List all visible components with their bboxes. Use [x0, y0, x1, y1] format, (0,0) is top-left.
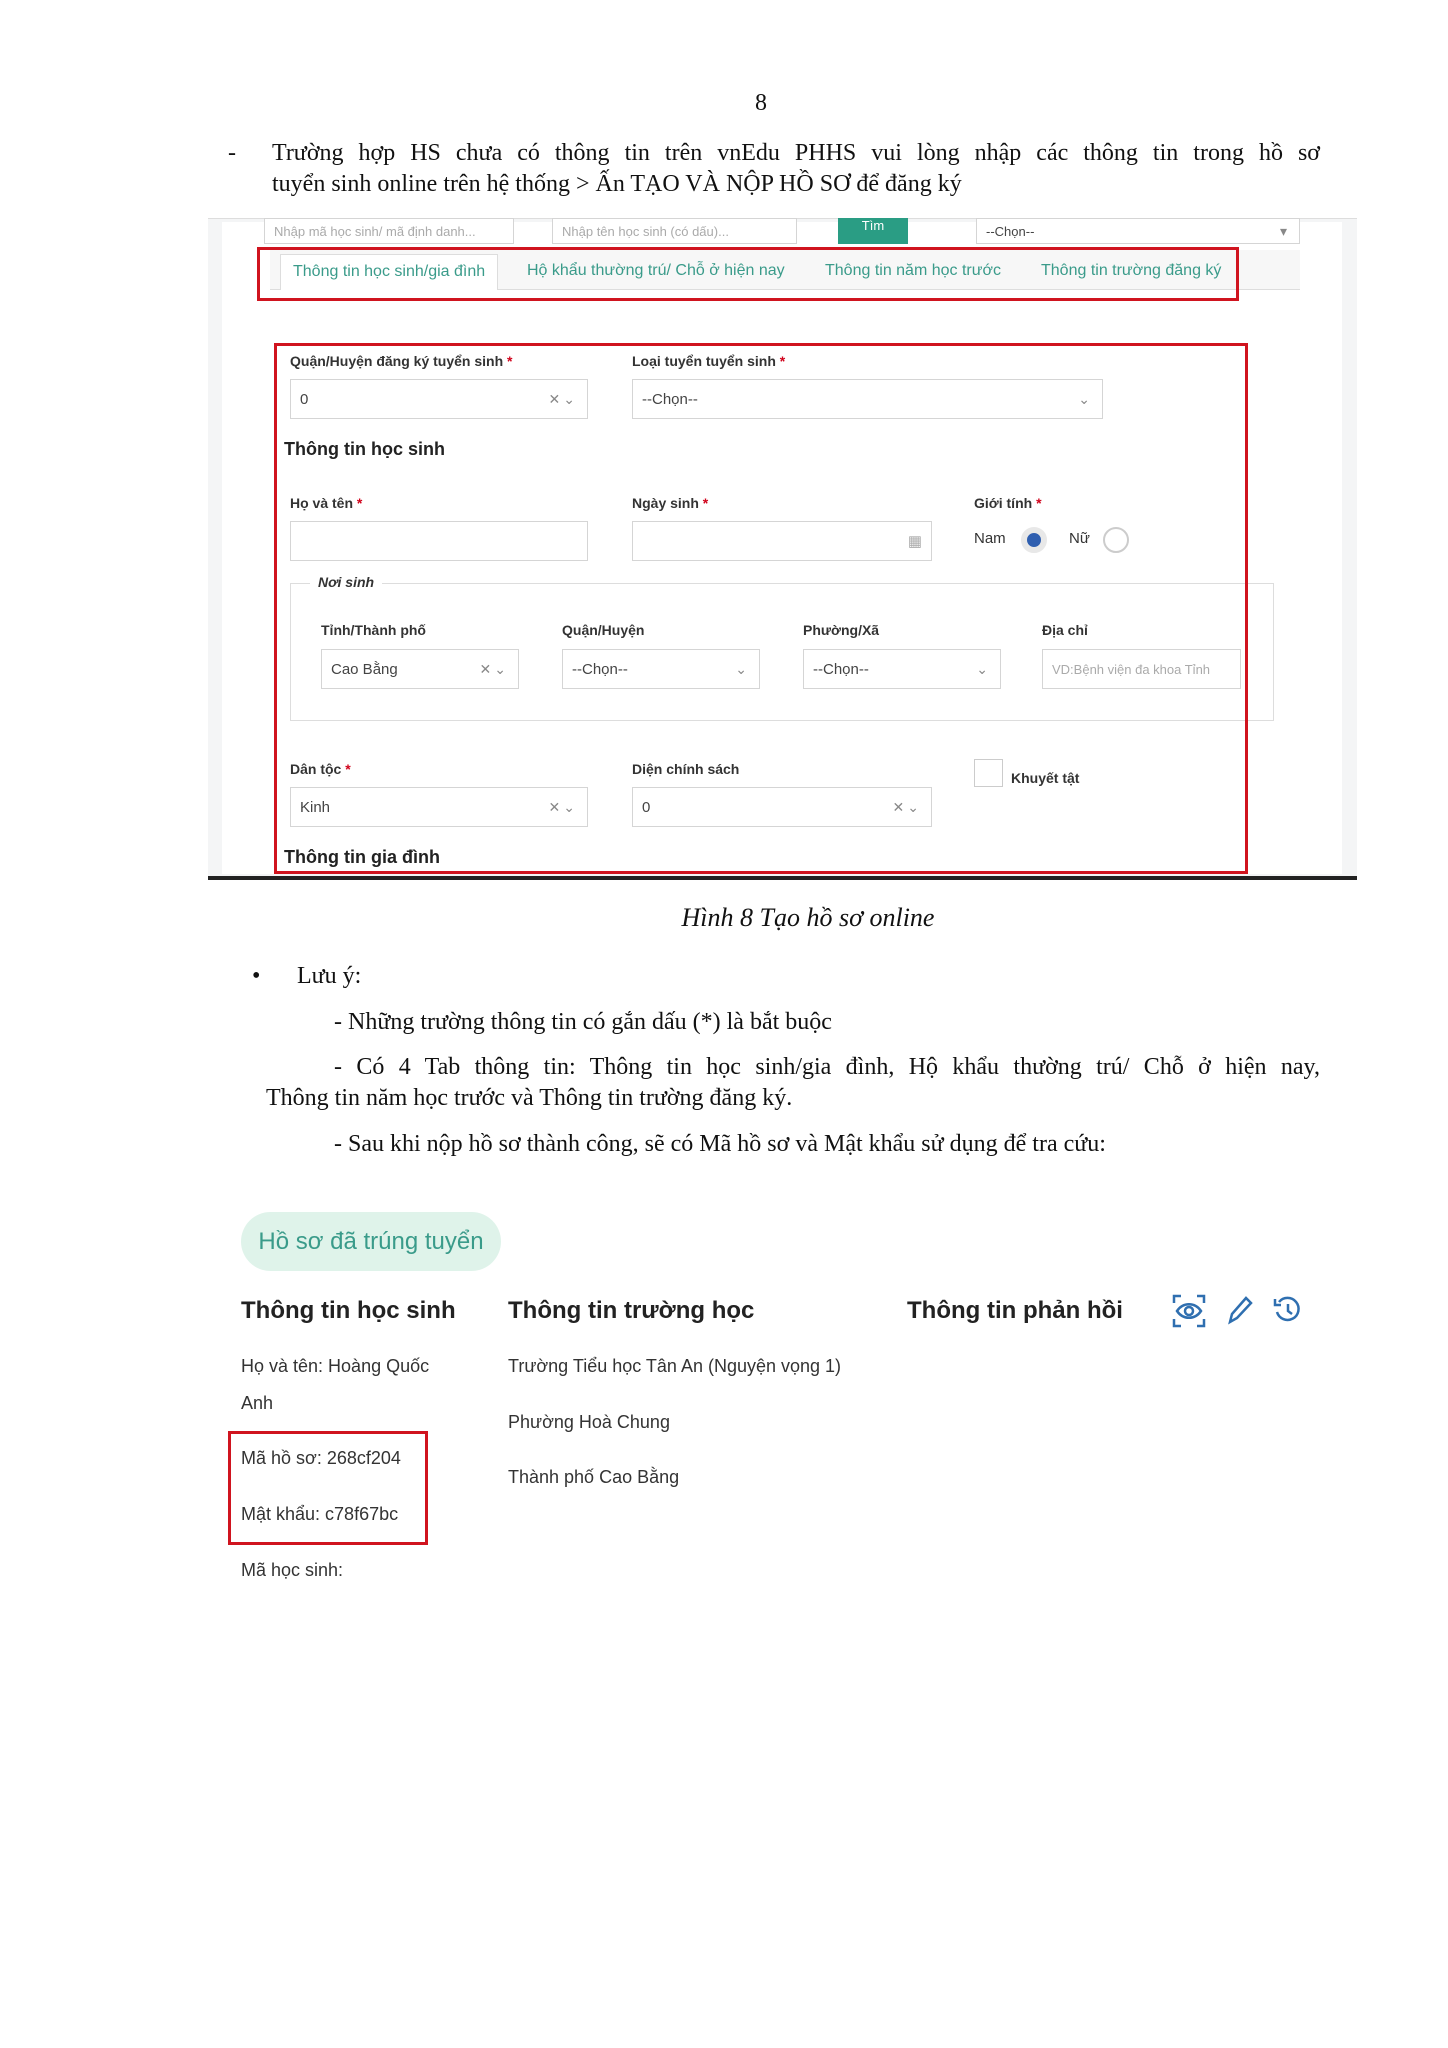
- gender-label: Giới tính *: [974, 495, 1042, 511]
- tab-previous-year[interactable]: Thông tin năm học trước: [825, 262, 1001, 279]
- policy-label: Diện chính sách: [632, 761, 740, 777]
- school-ward: Phường Hoà Chung: [508, 1412, 670, 1432]
- intro-line1: Trường hợp HS chưa có thông tin trên vnE…: [272, 140, 1320, 166]
- type-label: Loại tuyển tuyển sinh *: [632, 353, 786, 369]
- student-section-title: Thông tin học sinh: [284, 439, 445, 459]
- policy-value: 0: [642, 798, 651, 816]
- name-input[interactable]: [290, 521, 588, 561]
- school-name: Trường Tiểu học Tân An (Nguyện vọng 1): [508, 1356, 842, 1376]
- credentials-highlight: [228, 1431, 428, 1545]
- chevron-down-icon: ⌄: [976, 660, 991, 677]
- district-value: 0: [300, 390, 309, 408]
- name-label: Họ và tên *: [290, 495, 363, 511]
- tab-student-family[interactable]: Thông tin học sinh/gia đình: [280, 254, 499, 290]
- ward-select[interactable]: --Chọn-- ⌄: [803, 649, 1001, 689]
- page-number: 8: [755, 90, 767, 116]
- note-title: Lưu ý:: [297, 963, 362, 989]
- student-name-input[interactable]: Nhập tên học sinh (có dấu)...: [552, 218, 797, 244]
- province-select[interactable]: Cao Bằng ✕⌄: [321, 649, 519, 689]
- ward-label: Phường/Xã: [803, 622, 880, 638]
- form-highlight: [274, 343, 1248, 874]
- address-placeholder: VD:Bệnh viện đa khoa Tỉnh: [1052, 661, 1211, 677]
- figure-caption: Hình 8 Tạo hồ sơ online: [681, 903, 935, 932]
- student-code-input[interactable]: Nhập mã học sinh/ mã định danh...: [264, 218, 514, 244]
- history-icon[interactable]: [1272, 1294, 1304, 1326]
- ethnic-label: Dân tộc *: [290, 761, 351, 777]
- gender-male-radio[interactable]: [1021, 527, 1047, 553]
- note-3: - Sau khi nộp hồ sơ thành công, sẽ có Mã…: [334, 1131, 1106, 1157]
- chevron-down-icon: ⌄: [1078, 390, 1093, 407]
- tab-residence[interactable]: Hộ khẩu thường trú/ Chỗ ở hiện nay: [527, 262, 785, 279]
- note-1: - Những trường thông tin có gắn dấu (*) …: [334, 1009, 832, 1035]
- tabs-highlight: [257, 247, 1239, 301]
- district-label: Quận/Huyện đăng ký tuyển sinh *: [290, 353, 513, 369]
- type-value: --Chọn--: [642, 390, 698, 408]
- birth-district-select[interactable]: --Chọn-- ⌄: [562, 649, 760, 689]
- type-select[interactable]: --Chọn-- ⌄: [632, 379, 1103, 419]
- gender-female-label: Nữ: [1069, 530, 1090, 547]
- disability-label: Khuyết tật: [1011, 770, 1080, 786]
- application-password: Mật khẩu: c78f67bc: [241, 1504, 399, 1524]
- gender-male-label: Nam: [974, 530, 1006, 547]
- birth-district-value: --Chọn--: [572, 660, 628, 678]
- disability-checkbox[interactable]: [974, 759, 1003, 787]
- policy-select[interactable]: 0 ✕⌄: [632, 787, 932, 827]
- header-school: Thông tin trường học: [508, 1297, 755, 1324]
- chevron-down-icon: ▾: [1279, 222, 1290, 239]
- ethnic-value: Kinh: [300, 798, 331, 816]
- address-input[interactable]: VD:Bệnh viện đa khoa Tỉnh: [1042, 649, 1241, 689]
- clear-chevron-icon[interactable]: ✕⌄: [548, 390, 578, 407]
- family-section-title: Thông tin gia đình: [284, 847, 440, 867]
- school-city: Thành phố Cao Bằng: [508, 1467, 680, 1487]
- calendar-icon[interactable]: ▦: [907, 533, 922, 550]
- note-2b: Thông tin năm học trước và Thông tin trư…: [266, 1085, 793, 1111]
- note-2a: - Có 4 Tab thông tin: Thông tin học sinh…: [334, 1054, 1320, 1080]
- address-label: Địa chỉ: [1042, 622, 1088, 638]
- student-id: Mã học sinh:: [241, 1560, 344, 1580]
- form-panel: Nhập mã học sinh/ mã định danh... Nhập t…: [222, 218, 1342, 874]
- clear-chevron-icon[interactable]: ✕⌄: [479, 660, 509, 677]
- search-select[interactable]: --Chọn-- ▾: [976, 218, 1300, 244]
- ethnic-select[interactable]: Kinh ✕⌄: [290, 787, 588, 827]
- bullet-icon: •: [252, 963, 261, 989]
- status-badge: Hồ sơ đã trúng tuyển: [241, 1212, 501, 1271]
- name-placeholder: Nhập tên học sinh (có dấu)...: [562, 223, 729, 239]
- dob-input[interactable]: ▦: [632, 521, 932, 561]
- birthplace-legend: Nơi sinh: [310, 574, 383, 590]
- clear-chevron-icon[interactable]: ✕⌄: [892, 798, 922, 815]
- clear-chevron-icon[interactable]: ✕⌄: [548, 798, 578, 815]
- gender-female-radio[interactable]: [1103, 527, 1129, 553]
- student-name-line2: Anh: [241, 1393, 274, 1413]
- birth-district-label: Quận/Huyện: [562, 622, 645, 638]
- search-select-value: --Chọn--: [986, 223, 1035, 239]
- intro-line2: tuyển sinh online trên hệ thống > Ấn TẠO…: [272, 171, 962, 197]
- student-name-line1: Họ và tên: Hoàng Quốc: [241, 1356, 430, 1376]
- tab-registered-school[interactable]: Thông tin trường đăng ký: [1041, 262, 1222, 279]
- view-icon[interactable]: [1172, 1294, 1206, 1328]
- search-button[interactable]: Tìm: [838, 218, 908, 244]
- birthplace-fieldset: [290, 583, 1274, 721]
- chevron-down-icon: ⌄: [735, 660, 750, 677]
- code-placeholder: Nhập mã học sinh/ mã định danh...: [274, 223, 476, 239]
- edit-icon[interactable]: [1224, 1294, 1254, 1326]
- intro-dash: -: [228, 140, 236, 166]
- province-label: Tỉnh/Thành phố: [321, 622, 426, 638]
- dob-label: Ngày sinh *: [632, 495, 709, 511]
- district-select[interactable]: 0 ✕⌄: [290, 379, 588, 419]
- header-student: Thông tin học sinh: [241, 1297, 456, 1324]
- ward-value: --Chọn--: [813, 660, 869, 678]
- application-code: Mã hồ sơ: 268cf204: [241, 1448, 401, 1468]
- header-feedback: Thông tin phản hồi: [907, 1297, 1123, 1324]
- province-value: Cao Bằng: [331, 660, 398, 678]
